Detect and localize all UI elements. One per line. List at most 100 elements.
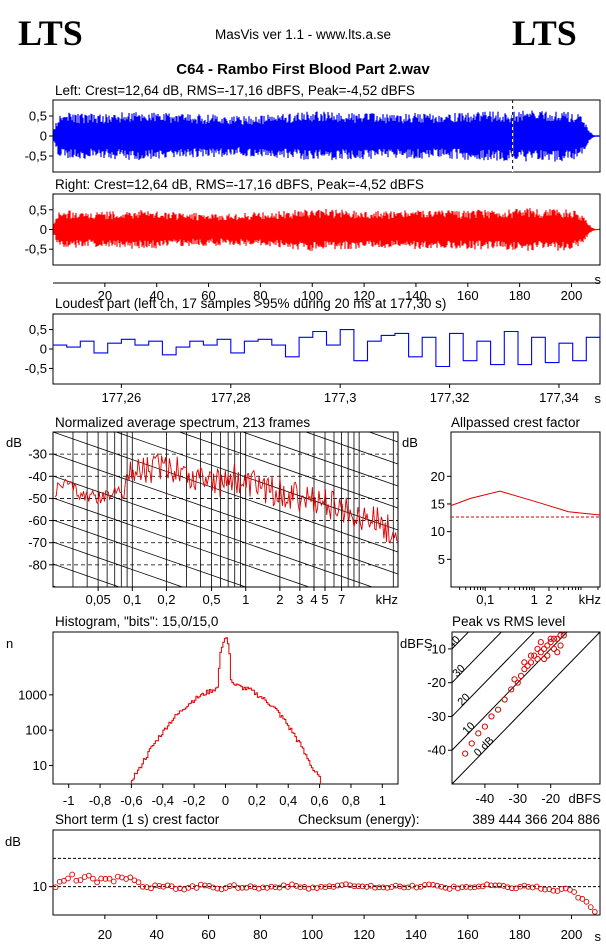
histogram-y-tick-label: 1000 xyxy=(18,687,47,702)
spectrum-frame xyxy=(52,431,399,588)
short-term-point xyxy=(110,878,117,885)
time-axis-tick-label: 20 xyxy=(98,288,112,303)
spectrum-y-tick-label: -50 xyxy=(28,491,47,506)
spectrum-x-tick-label: 0,5 xyxy=(203,592,221,607)
loudest-x-tick-label: 177,26 xyxy=(101,390,141,405)
time-axis-tick-label: 40 xyxy=(149,288,163,303)
short-term-point xyxy=(542,886,548,893)
allpassed-y-tick-label: 10 xyxy=(431,524,445,539)
file-title: C64 - Rambo First Blood Part 2.wav xyxy=(176,61,430,78)
pvr-x-tick-label: -40 xyxy=(475,791,494,806)
spectrum-x-tick-label: 3 xyxy=(296,592,303,607)
short-term-x-tick-label: 20 xyxy=(98,927,112,942)
crest-line xyxy=(452,632,568,751)
short-term-point xyxy=(214,885,221,892)
crest-line-label: 10 xyxy=(460,720,477,737)
spectrum-slope-line xyxy=(53,630,398,750)
pvr-inner: 40 30 20 100 dB xyxy=(452,632,600,784)
peak-rms-point xyxy=(537,649,544,656)
short-term-point xyxy=(517,883,524,890)
histogram-x-tick-label: -0,4 xyxy=(152,793,174,808)
short-term-point xyxy=(56,878,63,885)
short-term-point xyxy=(61,877,67,884)
allpassed-x-tick-label: 1 xyxy=(531,592,538,607)
peak-rms-point xyxy=(468,740,475,747)
waveform-y-tick-label: 0,5 xyxy=(29,109,47,124)
short-term-point xyxy=(98,875,105,882)
spectrum-slope-line xyxy=(115,432,398,531)
peak-rms-point xyxy=(481,723,488,730)
crest-line-label: 0 dB xyxy=(472,735,496,759)
spectrum-x-tick-label: 5 xyxy=(321,592,328,607)
allpassed-series-line xyxy=(450,490,601,516)
peak-rms-point xyxy=(534,655,541,663)
short-term-point xyxy=(52,884,59,891)
short-term-point xyxy=(135,879,142,886)
short-term-point xyxy=(538,885,544,892)
short-term-point xyxy=(434,882,441,889)
short-term-point xyxy=(106,875,113,882)
spectrum-slope-line xyxy=(304,432,398,465)
short-term-point xyxy=(272,884,279,891)
left-waveform-title: Left: Crest=12,64 dB, RMS=-17,16 dBFS, P… xyxy=(55,83,415,98)
spectrum-x-tick-label: 0,2 xyxy=(157,592,175,607)
time-axis-tick-label: 60 xyxy=(201,288,215,303)
histogram-x-tick-label: -0,6 xyxy=(120,793,142,808)
short-term-point xyxy=(372,884,378,891)
peak-rms-point xyxy=(547,635,554,642)
right-waveform-plot: 0,5 0 -0,5 20 40 60 80 100 120 140 160 180 200 xyxy=(25,193,601,303)
histogram-y-tick-label: 10 xyxy=(33,758,47,773)
logo-left: LTS xyxy=(18,13,83,53)
histogram-ylabel: n xyxy=(6,636,13,651)
peak-rms-point xyxy=(540,655,548,663)
loudest-part-xunit: s xyxy=(595,391,602,406)
waveform-y-tick-label: 0 xyxy=(40,129,47,144)
peak-rms-point xyxy=(534,645,541,652)
peak-rms-point xyxy=(475,730,482,737)
short-term-frame xyxy=(52,829,601,916)
allpassed-y-tick-label: 5 xyxy=(438,552,445,567)
loudest-x-tick-label: 177,28 xyxy=(211,390,251,405)
spectrum-slope-line xyxy=(53,541,184,587)
pvr-y-tick-label: -10 xyxy=(427,641,446,656)
peak-rms-point xyxy=(537,639,544,646)
peak-rms-point xyxy=(547,639,554,646)
short-term-point xyxy=(446,886,453,892)
short-term-point xyxy=(550,887,557,894)
loudest-part-plot: 0,5 0 -0,5 177,26 177,28 177,3 177,32 177,34 xyxy=(25,313,601,405)
short-term-xunit: s xyxy=(595,929,602,944)
allpassed-y-tick-label: 20 xyxy=(431,469,445,484)
spectrum-slope-line xyxy=(53,497,311,587)
loudest-series-line xyxy=(53,329,601,368)
crest-line xyxy=(452,632,470,650)
histogram-frame xyxy=(52,631,399,785)
short-term-point xyxy=(239,884,246,891)
histogram-x-tick-label: 1 xyxy=(379,793,386,808)
allpassed-frame xyxy=(450,431,601,588)
left-waveform-plot: 0,5 0 -0,5 xyxy=(25,99,601,173)
short-term-point xyxy=(148,885,154,892)
histogram-x-tick-label: 0 xyxy=(222,793,229,808)
short-term-point xyxy=(318,883,324,890)
allpassed-crest-plot: 20 15 10 5 0,1 1 2 xyxy=(431,431,601,607)
allpassed-ylabel: dB xyxy=(402,435,418,450)
time-axis-tick-label: 180 xyxy=(509,288,531,303)
spectrum-y-tick-label: -70 xyxy=(28,535,47,550)
short-term-point xyxy=(413,884,420,891)
short-term-point xyxy=(276,884,283,891)
peak-rms-point xyxy=(511,676,518,683)
spectrum-slope-line xyxy=(53,674,398,794)
short-term-point xyxy=(467,884,474,891)
short-term-point xyxy=(197,881,204,888)
spectrum-x-tick-label: 0,1 xyxy=(123,592,141,607)
peak-rms-point xyxy=(544,642,551,649)
short-term-point xyxy=(533,883,540,890)
short-term-point xyxy=(168,883,175,890)
short-term-point xyxy=(442,884,449,891)
spectrum-x-tick-label: 1 xyxy=(242,592,249,607)
histogram-x-tick-label: 0,4 xyxy=(279,793,297,808)
histogram-x-tick-label: -0,2 xyxy=(183,793,205,808)
time-axis-tick-label: 80 xyxy=(253,288,267,303)
short-term-point xyxy=(334,882,341,889)
